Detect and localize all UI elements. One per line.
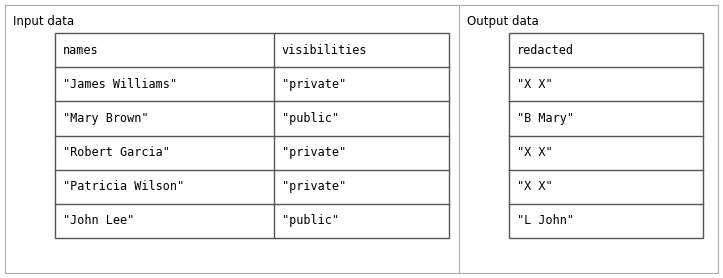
Bar <box>55 33 449 238</box>
Text: visibilities: visibilities <box>282 44 367 57</box>
Text: "Robert Garcia": "Robert Garcia" <box>63 146 170 159</box>
Text: "private": "private" <box>282 146 346 159</box>
Text: "private": "private" <box>282 180 346 193</box>
Text: "Mary Brown": "Mary Brown" <box>63 112 148 125</box>
Text: "X X": "X X" <box>517 78 552 91</box>
Text: "B Mary": "B Mary" <box>517 112 574 125</box>
Text: "public": "public" <box>282 214 339 227</box>
Text: "Patricia Wilson": "Patricia Wilson" <box>63 180 184 193</box>
Text: "John Lee": "John Lee" <box>63 214 134 227</box>
Text: Output data: Output data <box>467 14 539 28</box>
Text: "X X": "X X" <box>517 146 552 159</box>
Text: "James Williams": "James Williams" <box>63 78 177 91</box>
Text: "private": "private" <box>282 78 346 91</box>
Text: names: names <box>63 44 98 57</box>
Text: "L John": "L John" <box>517 214 574 227</box>
Text: redacted: redacted <box>517 44 574 57</box>
Bar <box>509 33 703 238</box>
Text: "X X": "X X" <box>517 180 552 193</box>
Text: Input data: Input data <box>13 14 74 28</box>
Text: "public": "public" <box>282 112 339 125</box>
